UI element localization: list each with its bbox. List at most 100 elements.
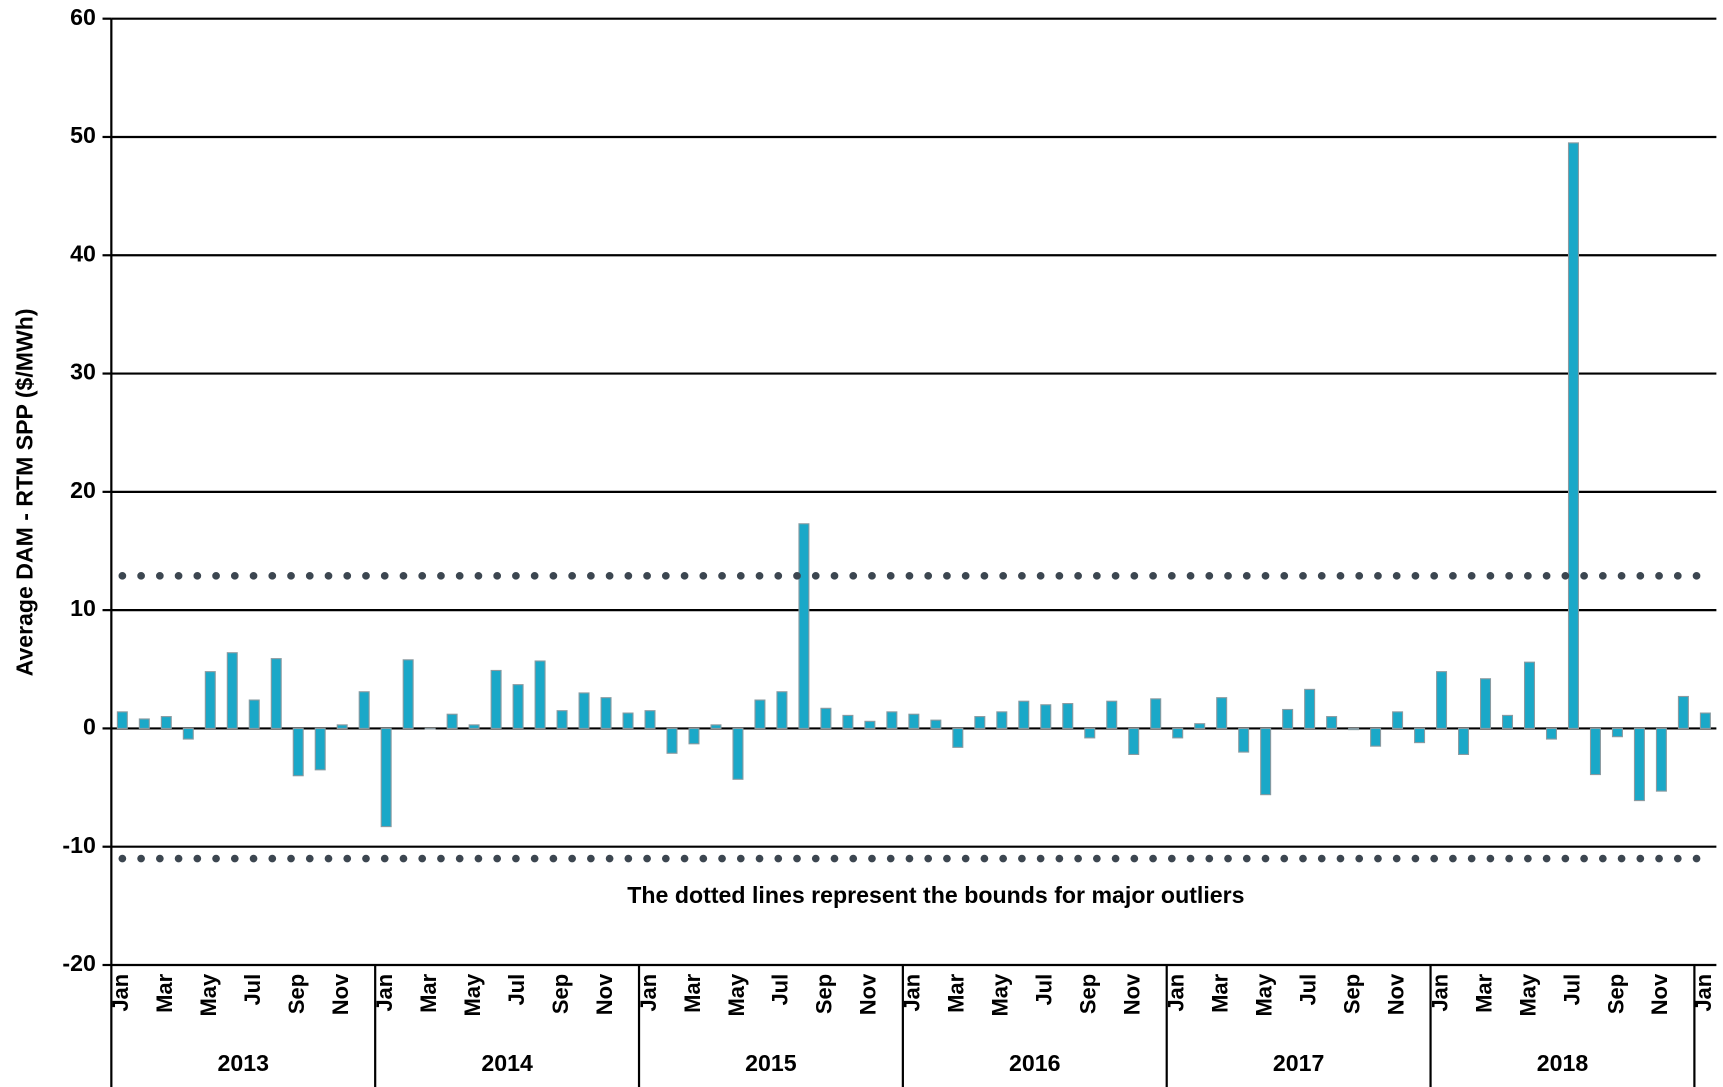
x-tick-label: May (1515, 973, 1540, 1016)
x-tick-label: Sep (1076, 974, 1101, 1014)
x-tick-label: Mar (944, 973, 969, 1013)
bar (754, 699, 766, 729)
x-tick-label: Sep (548, 974, 573, 1014)
x-group-label: 2017 (1273, 1050, 1324, 1076)
x-tick-label: Jul (1032, 974, 1057, 1006)
bar (1633, 727, 1645, 802)
bar (1062, 703, 1074, 729)
bar (1194, 723, 1206, 729)
y-tick-label: 40 (70, 240, 96, 266)
x-tick-label: May (988, 973, 1013, 1016)
x-tick-label: Nov (1647, 973, 1672, 1015)
x-group-label: 2018 (1537, 1050, 1589, 1076)
x-tick-label: Nov (1383, 973, 1408, 1015)
bar (1018, 700, 1030, 729)
x-tick-label: May (724, 973, 749, 1016)
bar (842, 714, 854, 729)
x-group-label: 2015 (745, 1050, 797, 1076)
bar (600, 697, 612, 729)
x-tick-label: May (196, 973, 221, 1016)
bar (1414, 727, 1426, 744)
x-tick-label: Jul (1295, 974, 1320, 1006)
y-tick-label: -10 (62, 832, 95, 858)
bar (1370, 727, 1382, 747)
x-group-label: 2016 (1009, 1050, 1061, 1076)
bar (732, 727, 744, 780)
bar (270, 658, 282, 729)
bar (490, 669, 502, 729)
bar (1567, 142, 1579, 729)
bar (710, 724, 722, 729)
x-tick-label: Jul (504, 974, 529, 1006)
bar (1238, 727, 1250, 753)
bar (1326, 716, 1338, 729)
bar (644, 710, 656, 729)
y-tick-label: 10 (70, 595, 96, 621)
bar (424, 727, 436, 730)
bar (1545, 727, 1557, 740)
y-tick-label: 30 (70, 359, 96, 385)
bar (402, 659, 414, 729)
bar (556, 710, 568, 729)
bar (622, 712, 634, 729)
bar (820, 707, 832, 729)
x-tick-label: Mar (680, 973, 705, 1013)
bar (1699, 712, 1711, 729)
bar (314, 727, 326, 771)
x-tick-label: Jul (768, 974, 793, 1006)
bar (1458, 727, 1470, 755)
x-tick-label: Jul (1559, 974, 1584, 1006)
x-tick-label: Mar (1471, 973, 1496, 1013)
x-tick-label: Sep (1603, 974, 1628, 1014)
bar (1436, 671, 1448, 729)
bar (1655, 727, 1667, 792)
bar (226, 652, 238, 729)
x-tick-label: May (460, 973, 485, 1016)
x-tick-label: Nov (592, 973, 617, 1015)
bar (996, 711, 1008, 729)
x-tick-label: Nov (328, 973, 353, 1015)
bar (1501, 714, 1514, 729)
x-tick-label: Mar (416, 973, 441, 1013)
bar (908, 713, 920, 729)
bar (886, 711, 898, 729)
bar (1611, 727, 1623, 738)
bar (1106, 700, 1118, 729)
bar (1040, 704, 1052, 729)
bar (1282, 708, 1294, 729)
x-tick-label: Sep (284, 974, 309, 1014)
bar (138, 718, 150, 729)
bar (666, 727, 678, 754)
bar (1589, 727, 1601, 776)
bar (1260, 727, 1272, 796)
bar (864, 720, 876, 729)
x-tick-label: Jul (240, 974, 265, 1006)
bar (974, 716, 986, 729)
bar (1128, 727, 1140, 755)
bar (688, 727, 700, 745)
bar (336, 724, 348, 729)
x-tick-label: Mar (1207, 973, 1232, 1013)
bar (952, 727, 964, 748)
x-tick-label: Nov (856, 973, 881, 1015)
y-axis-label: Average DAM - RTM SPP ($/MWh) (12, 308, 38, 676)
bar (776, 691, 788, 729)
bar (358, 691, 370, 729)
bar (578, 692, 590, 729)
bar (1392, 711, 1404, 729)
bar (1084, 727, 1096, 739)
bar (182, 727, 194, 740)
x-tick-label: May (1251, 973, 1276, 1016)
bar (534, 660, 546, 729)
x-tick-label: Sep (812, 974, 837, 1014)
bar (248, 699, 260, 729)
bar (1150, 698, 1162, 729)
x-group-label: 2013 (218, 1050, 270, 1076)
x-group-label: 2014 (481, 1050, 533, 1076)
y-tick-label: -20 (62, 950, 95, 976)
y-tick-label: 0 (83, 714, 96, 740)
bar (446, 713, 458, 729)
bar (116, 711, 128, 729)
bar (1304, 688, 1316, 729)
